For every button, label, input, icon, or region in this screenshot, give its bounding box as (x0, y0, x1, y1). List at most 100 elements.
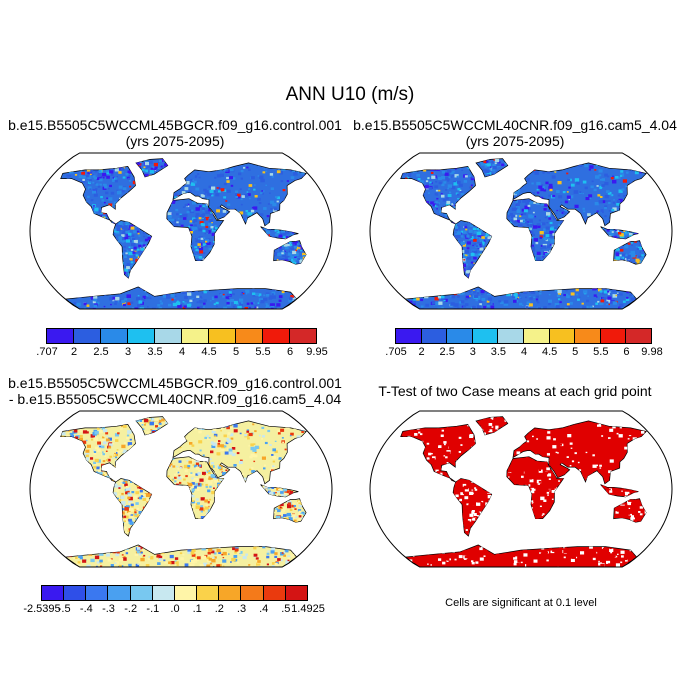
grid-cell (174, 223, 178, 227)
grid-cell (188, 290, 192, 294)
grid-cell (626, 296, 629, 299)
grid-cell (300, 511, 303, 514)
grid-cell (248, 168, 251, 171)
grid-cell (283, 514, 287, 517)
grid-cell (526, 220, 530, 224)
grid-cell (493, 423, 496, 425)
grid-cell (541, 184, 544, 186)
grid-cell (74, 174, 78, 176)
grid-cell (297, 257, 300, 260)
grid-cell (598, 200, 603, 204)
panel2-colorbar: .705 2 2.5 3 3.5 4 4.5 5 5.5 6 9.98 (385, 328, 663, 364)
grid-cell (429, 442, 432, 445)
grid-cell (265, 184, 267, 186)
grid-cell (266, 552, 270, 555)
grid-cell (90, 174, 94, 177)
grid-cell (540, 186, 545, 190)
grid-cell (263, 464, 267, 467)
grid-cell (222, 551, 227, 556)
grid-cell (514, 296, 518, 299)
grid-cell (108, 197, 113, 201)
grid-cell (450, 176, 453, 178)
grid-cell (126, 509, 131, 513)
grid-cell (464, 175, 468, 178)
grid-cell (220, 444, 224, 448)
grid-cell (195, 483, 199, 486)
grid-cell (581, 302, 584, 305)
grid-cell (262, 435, 265, 438)
grid-cell (514, 191, 519, 195)
grid-cell (213, 190, 216, 193)
grid-cell (282, 258, 285, 260)
grid-cell (432, 203, 437, 207)
grid-cell (198, 256, 203, 259)
grid-cell (128, 174, 131, 177)
grid-cell (92, 300, 96, 304)
grid-cell (134, 249, 137, 252)
grid-cell (470, 261, 474, 264)
grid-cell (536, 188, 539, 191)
grid-cell (441, 183, 445, 187)
grid-cell (593, 188, 597, 192)
grid-cell (210, 211, 213, 214)
grid-cell (138, 300, 143, 304)
grid-cell (631, 253, 636, 258)
grid-cell (134, 440, 136, 443)
grid-cell (260, 178, 265, 183)
grid-cell (206, 434, 209, 437)
grid-cell (507, 215, 510, 218)
grid-cell (465, 254, 468, 257)
grid-cell (117, 190, 122, 195)
grid-cell (446, 200, 451, 204)
grid-cell (495, 427, 498, 430)
grid-cell (208, 238, 211, 241)
grid-cell (293, 505, 296, 507)
grid-cell (566, 305, 571, 309)
grid-cell (548, 299, 552, 303)
grid-cell (417, 178, 421, 181)
grid-cell (214, 479, 218, 483)
grid-cell (275, 507, 278, 510)
grid-cell (450, 171, 454, 175)
grid-cell (568, 199, 570, 201)
grid-cell (129, 521, 134, 525)
grid-cell (476, 236, 479, 239)
grid-cell (631, 306, 634, 308)
grid-cell (108, 437, 112, 441)
grid-cell (531, 244, 534, 247)
grid-cell (439, 468, 442, 471)
grid-cell (235, 193, 239, 196)
grid-cell (536, 295, 539, 298)
grid-cell (176, 465, 179, 468)
grid-cell (281, 552, 284, 554)
grid-cell (187, 482, 193, 487)
grid-cell (253, 443, 256, 445)
grid-cell (274, 511, 276, 514)
grid-cell (224, 451, 229, 455)
grid-cell (239, 432, 242, 435)
grid-cell (585, 305, 589, 309)
grid-cell (172, 478, 175, 480)
grid-cell (408, 303, 411, 305)
grid-cell (527, 179, 530, 182)
grid-cell (218, 551, 222, 554)
grid-cell (191, 226, 196, 231)
grid-cell (449, 428, 453, 431)
grid-cell (454, 226, 459, 229)
grid-cell (144, 290, 147, 293)
colorbar-label: 5.5 (593, 346, 609, 358)
grid-cell (93, 452, 97, 455)
grid-cell (136, 485, 139, 488)
grid-cell (133, 255, 136, 257)
grid-cell (83, 307, 87, 309)
grid-cell (453, 206, 456, 208)
grid-cell (190, 501, 193, 504)
grid-cell (151, 417, 156, 421)
grid-cell (554, 171, 557, 173)
grid-cell (229, 433, 234, 437)
grid-cell (168, 215, 172, 218)
grid-cell (280, 513, 283, 516)
grid-cell (226, 176, 229, 180)
grid-cell (437, 307, 441, 309)
grid-cell (446, 179, 450, 182)
